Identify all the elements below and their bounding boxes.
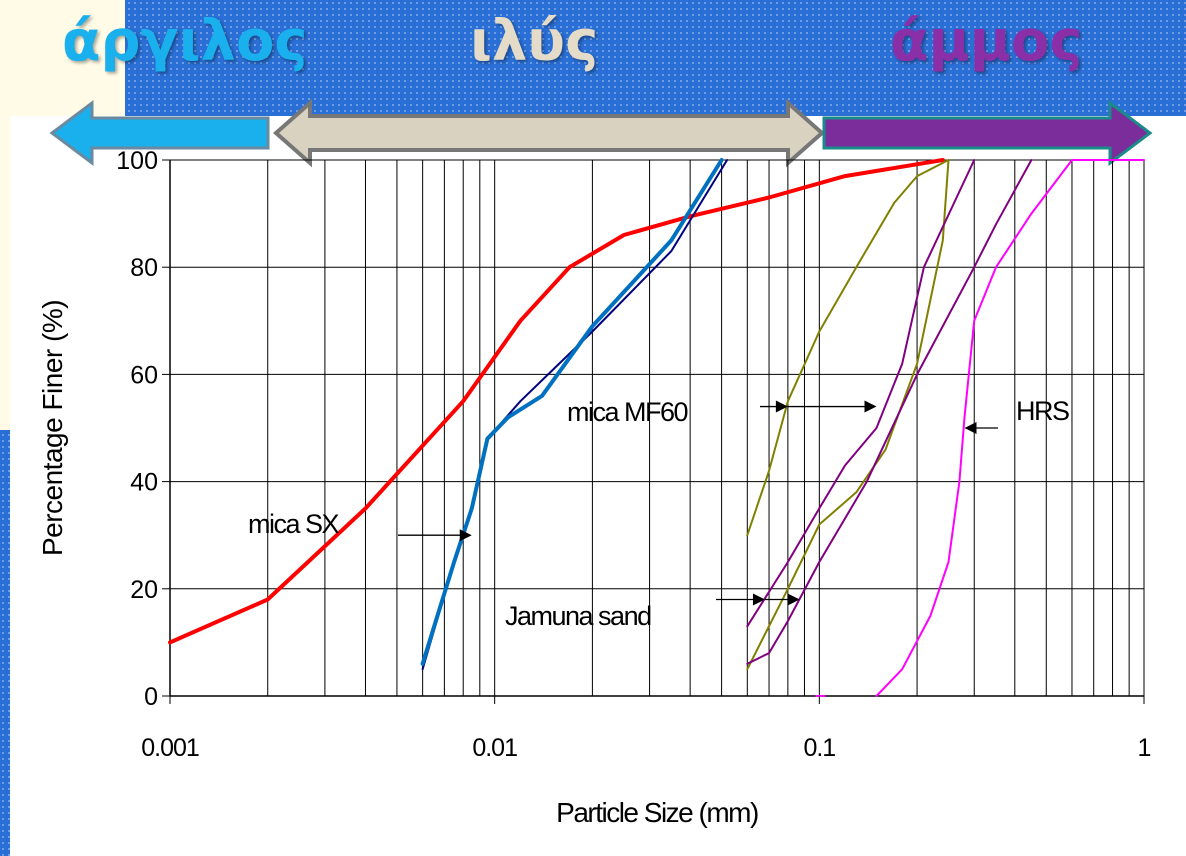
header-clay-label: άργιλος [62,9,308,74]
axes [169,160,1144,697]
series-line-2 [420,158,724,666]
y-tick-label: 20 [130,576,158,604]
y-tick-label: 40 [130,469,158,497]
x-tick-label: 0.1 [803,734,835,762]
series-line-6 [746,159,1033,665]
series [168,158,1145,697]
silt-range-arrow [272,98,826,168]
annotation-arrow-2-0 [964,422,998,434]
plot-panel [10,116,1186,856]
series-line-4 [746,159,950,671]
x-tick-label: 0.01 [472,734,517,762]
grid [170,159,1145,697]
x-tick-label: 1 [1138,734,1151,762]
y-tick-label: 100 [116,147,158,175]
series-line-3 [746,159,950,537]
annotation-hrs: HRS [1016,396,1069,426]
annotations: mica SX mica MF60 HRS Jamuna sand [248,396,1070,631]
annotation-arrow-3-1 [764,593,800,606]
annotation-arrow-1-1 [787,400,877,413]
annotation-arrow-1-0 [760,400,788,413]
x-axis-label: Particle Size (mm) [556,797,758,828]
y-tick-label: 80 [130,254,158,282]
x-tick-label: 0.001 [141,734,199,762]
series-line-5 [746,159,976,628]
annotation-arrow-0-0 [398,529,472,542]
y-axis-label: Percentage Finer (%) [37,300,68,556]
header-silt-label: ιλύς [470,9,599,74]
series-line-8 [875,159,1145,697]
y-tick-label: 60 [130,361,158,389]
annotation-jamuna-sand: Jamuna sand [505,601,651,631]
header-sand-label: άμμος [890,9,1083,74]
range-arrows [49,98,1153,168]
annotation-arrow-3-0 [716,593,765,606]
tick-labels: 0 20 40 60 80 100 0.001 0.01 0.1 1 [116,147,1151,762]
y-tick-label: 0 [144,683,158,711]
series-line-0 [168,158,945,645]
annotation-mica-sx: mica SX [248,509,340,539]
clay-range-arrow [49,100,270,166]
sand-range-arrow [822,100,1153,166]
annotation-mica-mf60: mica MF60 [567,397,688,427]
